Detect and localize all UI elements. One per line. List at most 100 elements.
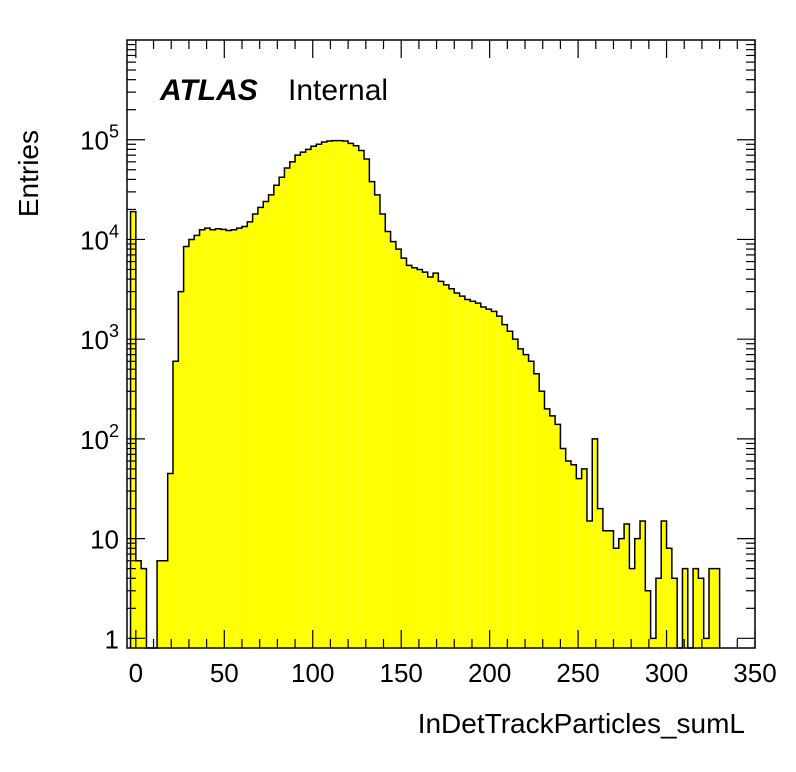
histogram-bar <box>162 560 168 648</box>
histogram-bar <box>528 361 534 648</box>
histogram-bar <box>241 226 248 648</box>
x-tick-label: 0 <box>129 658 143 688</box>
y-tick-label: 102 <box>80 421 119 455</box>
histogram-bar <box>358 150 365 648</box>
x-tick-label: 150 <box>380 658 423 688</box>
histogram-bar <box>650 638 656 648</box>
histogram-bar <box>295 155 301 649</box>
histogram-bar <box>560 448 566 648</box>
histogram-bar <box>395 249 402 648</box>
histogram-bar <box>263 201 269 649</box>
histogram-bar <box>364 159 370 648</box>
histogram-bar <box>703 638 710 648</box>
histogram-bar <box>417 269 423 648</box>
axis-ticks <box>127 40 756 648</box>
y-axis-title: Entries <box>13 130 44 217</box>
histogram-bar <box>613 548 619 648</box>
histogram-bar <box>427 277 434 648</box>
histogram-bar <box>586 521 593 648</box>
histogram-bar <box>533 373 540 648</box>
histogram-bar <box>592 438 598 648</box>
histogram-bar <box>608 530 614 648</box>
histogram-bar <box>581 468 587 648</box>
histogram-bar <box>199 229 205 648</box>
histogram-bar <box>698 578 704 648</box>
histogram-bar <box>645 590 651 648</box>
histogram-bar <box>661 521 667 648</box>
histogram-bar <box>502 324 508 648</box>
histogram-bar <box>709 568 715 648</box>
histogram-bar <box>215 228 221 648</box>
histogram-bar <box>284 168 290 648</box>
histogram-bar <box>231 229 237 648</box>
histogram-bar <box>422 272 428 648</box>
histogram-bar <box>257 207 264 648</box>
histogram-bar <box>300 152 306 648</box>
histogram-bar <box>183 246 189 648</box>
histogram-bar <box>655 578 662 648</box>
atlas-label: ATLAS <box>159 74 258 107</box>
histogram-bar <box>549 415 556 648</box>
histogram-bar <box>629 568 635 648</box>
y-tick-label: 103 <box>80 321 119 355</box>
histogram-bar <box>353 145 359 648</box>
histogram-outline <box>129 139 721 649</box>
x-tick-label: 300 <box>645 658 688 688</box>
histogram-bar <box>379 213 386 649</box>
histogram-bar <box>194 235 200 648</box>
plot-frame <box>126 39 756 649</box>
histogram-bar <box>406 265 412 648</box>
histogram-bar <box>247 221 253 648</box>
histogram-bar <box>390 241 396 648</box>
histogram-bar <box>714 568 720 648</box>
histogram-bar <box>523 354 529 648</box>
histogram-bar <box>682 568 688 648</box>
y-tick-label: 1 <box>105 624 119 654</box>
internal-label: Internal <box>288 74 388 107</box>
histogram-bar <box>438 281 444 648</box>
histogram-bar <box>141 568 147 648</box>
histogram-bar <box>640 521 646 648</box>
histogram-bar <box>273 185 280 648</box>
histogram-bar <box>178 291 184 648</box>
histogram-bar <box>268 194 274 648</box>
histogram-bar <box>369 181 375 648</box>
histogram-bar <box>289 161 296 648</box>
x-tick-label: 200 <box>468 658 511 688</box>
histogram-bar <box>316 144 322 648</box>
histogram-bar <box>188 239 195 648</box>
x-tick-label: 250 <box>556 658 599 688</box>
histogram-bar <box>571 464 577 648</box>
histogram-bar <box>326 141 333 648</box>
histogram-bar <box>374 194 380 648</box>
histogram-bar <box>204 228 211 648</box>
histogram-bar <box>401 258 407 648</box>
histogram-bar <box>624 524 630 648</box>
histogram-bar <box>342 141 349 648</box>
histogram-bar <box>470 301 476 648</box>
x-tick-labels: 0 50 100 150 200 250 300 350 <box>129 658 777 688</box>
histogram-bars <box>130 140 720 649</box>
histogram-bar <box>475 303 481 648</box>
histogram-bar <box>321 141 327 649</box>
histogram-bar <box>671 578 678 648</box>
histogram-bar <box>157 560 163 648</box>
histogram-bar <box>252 213 258 649</box>
histogram-bar <box>448 288 455 648</box>
x-tick-label: 50 <box>210 658 239 688</box>
histogram-bar <box>565 461 572 648</box>
histogram-bar <box>539 391 545 648</box>
histogram-bar <box>279 177 285 649</box>
histogram-bar <box>597 508 603 648</box>
histogram-bar <box>634 538 641 648</box>
histogram-bar <box>491 311 497 648</box>
histogram-bar <box>167 473 173 648</box>
histogram-bar <box>464 299 471 648</box>
y-tick-label: 10 <box>90 525 119 555</box>
histogram-bar <box>666 548 672 648</box>
histogram-bar <box>486 309 492 648</box>
histogram-bar <box>602 530 609 648</box>
histogram-bar <box>555 424 561 648</box>
histogram-bar <box>226 230 232 648</box>
x-axis-title: InDetTrackParticles_sumL <box>418 708 745 739</box>
